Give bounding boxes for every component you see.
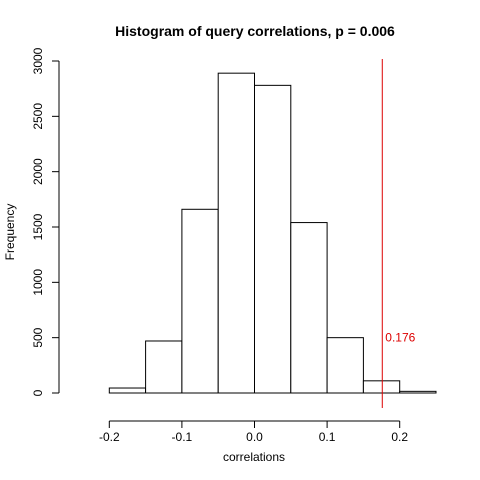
x-tick-label: -0.1 [172,430,193,444]
y-tick-label: 0 [31,389,45,396]
histogram-bar [362,380,401,394]
x-tick-label: 0.1 [319,430,336,444]
y-tick-label: 1000 [31,269,45,296]
y-tick-label: 1500 [31,213,45,240]
bars-group [108,72,437,394]
histogram-bar [181,208,219,394]
histogram-bar [108,387,147,394]
y-tick-label: 2000 [31,158,45,185]
chart-title: Histogram of query correlations, p = 0.0… [115,23,395,39]
histogram-bar [290,222,328,394]
y-axis: 0 500 1000 1500 2000 2500 3000 [31,47,60,396]
histogram-bar [145,340,183,394]
x-axis-label: correlations [223,450,285,464]
y-tick-label: 3000 [31,47,45,74]
x-axis: -0.2 -0.1 0.0 0.1 0.2 [99,420,408,444]
histogram-bar [399,390,437,394]
y-axis-label: Frequency [3,204,17,261]
histogram-bar [254,84,292,394]
x-tick-label: 0.2 [391,430,408,444]
reference-line-label: 0.176 [385,331,415,345]
y-tick-label: 2500 [31,103,45,130]
y-tick-label: 500 [31,327,45,347]
x-tick-label: -0.2 [99,430,120,444]
x-tick-label: 0.0 [246,430,263,444]
histogram-bar [326,337,364,394]
histogram-bar [217,72,255,394]
